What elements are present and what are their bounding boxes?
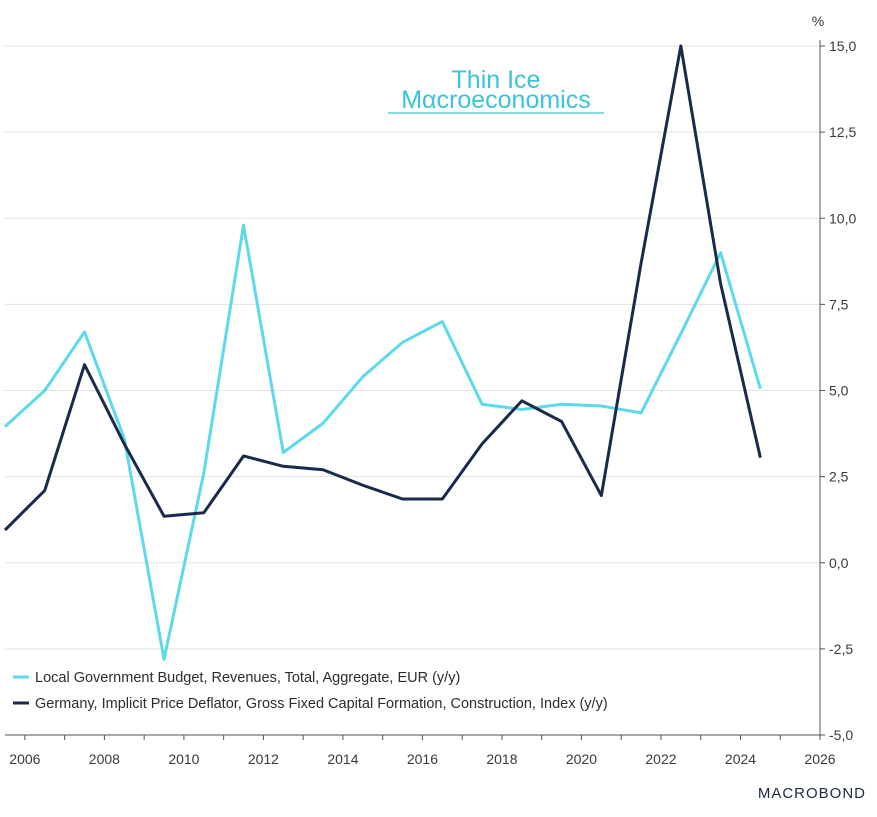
axes: 15,0 12,5 10,0 7,5 5,0 2,5 0,0 -2,5 -5,0 2006 2008… <box>5 38 856 767</box>
x-tick-label: 2022 <box>645 751 676 767</box>
x-tick-label: 2014 <box>327 751 358 767</box>
series-line-1 <box>3 44 762 532</box>
x-tick-label: 2008 <box>89 751 120 767</box>
x-tick-label: 2016 <box>407 751 438 767</box>
legend: Local Government Budget, Revenues, Total… <box>13 670 608 712</box>
y-tick-label: 7,5 <box>829 296 849 312</box>
x-tick-label: 2012 <box>248 751 279 767</box>
y-axis-unit-label: % <box>812 13 824 29</box>
x-tick-label: 2010 <box>168 751 199 767</box>
y-tick-label: 5,0 <box>829 383 849 399</box>
thin-ice-watermark: Thin Ice Mαcroeconomics <box>388 66 604 114</box>
y-tick-label: 0,0 <box>829 555 849 571</box>
y-tick-label: 10,0 <box>829 210 856 226</box>
y-tick-label: 2,5 <box>829 469 849 485</box>
x-tick-label: 2024 <box>725 751 756 767</box>
series-lines <box>3 44 762 661</box>
x-tick-label: 2026 <box>804 751 835 767</box>
y-tick-label: 15,0 <box>829 38 856 54</box>
watermark-line2: Mαcroeconomics <box>401 86 591 114</box>
y-tick-label: -5,0 <box>829 727 853 743</box>
x-tick-label: 2006 <box>9 751 40 767</box>
legend-item-local-government: Local Government Budget, Revenues, Total… <box>13 670 460 686</box>
x-tick-label: 2018 <box>486 751 517 767</box>
legend-label-germany-deflator: Germany, Implicit Price Deflator, Gross … <box>35 696 608 712</box>
y-tick-label: 12,5 <box>829 124 856 140</box>
macrobond-logo: MACROBOND <box>758 785 866 802</box>
watermark-line1: Thin Ice <box>452 66 541 94</box>
legend-label-local-government: Local Government Budget, Revenues, Total… <box>35 670 460 686</box>
legend-item-germany-deflator: Germany, Implicit Price Deflator, Gross … <box>13 696 608 712</box>
x-tick-label: 2020 <box>566 751 597 767</box>
y-tick-label: -2,5 <box>829 641 853 657</box>
series-line-0 <box>3 223 762 661</box>
